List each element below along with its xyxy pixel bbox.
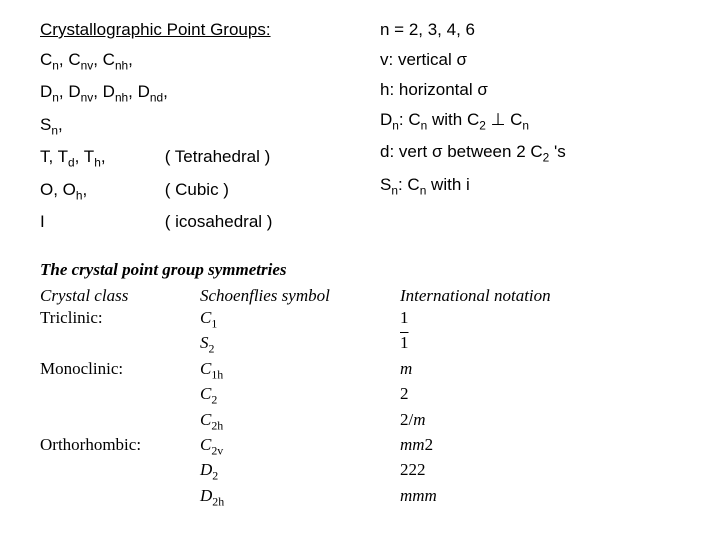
- t: ,: [83, 180, 88, 199]
- t: ⊥ C: [486, 110, 523, 129]
- o-line: O, Oh, ( Cubic ): [40, 180, 340, 202]
- h-def: h: horizontal σ: [380, 80, 680, 100]
- t: , D: [128, 82, 150, 101]
- tetrahedral-label: ( Tetrahedral ): [165, 147, 285, 167]
- table-row-class: [40, 410, 200, 433]
- n-values: n = 2, 3, 4, 6: [380, 20, 680, 40]
- t: with i: [426, 175, 469, 194]
- t: , D: [93, 82, 115, 101]
- dn-line: Dn, Dnv, Dnh, Dnd,: [40, 82, 340, 104]
- t: , T: [75, 147, 95, 166]
- s: n: [52, 58, 59, 72]
- t: T, T: [40, 147, 68, 166]
- table-row-schoen: S2: [200, 333, 400, 356]
- s: 2: [479, 118, 486, 132]
- v-def: v: vertical σ: [380, 50, 680, 70]
- t: : C: [399, 110, 421, 129]
- table-row-intl: 2: [400, 384, 600, 407]
- i-line: I ( icosahedral ): [40, 212, 340, 232]
- table-row-schoen: C1: [200, 308, 400, 331]
- table-row-intl: 1: [400, 333, 600, 356]
- table-row-intl: mmm: [400, 486, 600, 509]
- t: ,: [128, 50, 133, 69]
- t: d: vert: [380, 142, 432, 161]
- table-row-schoen: D2h: [200, 486, 400, 509]
- cubic-label: ( Cubic ): [165, 180, 285, 200]
- table-row-class: [40, 486, 200, 509]
- table-row-intl: mm2: [400, 435, 600, 458]
- table-row-schoen: C2v: [200, 435, 400, 458]
- t-line: T, Td, Th, ( Tetrahedral ): [40, 147, 340, 169]
- cn-line: Cn, Cnv, Cnh,: [40, 50, 340, 72]
- sigma: σ: [457, 50, 468, 69]
- dn-def: Dn: Cn with C2 ⊥ Cn: [380, 110, 680, 132]
- t: D: [40, 82, 52, 101]
- t: , D: [59, 82, 81, 101]
- t: 's: [549, 142, 565, 161]
- col-class: Crystal class: [40, 286, 200, 306]
- t: with C: [427, 110, 479, 129]
- t: , C: [93, 50, 115, 69]
- table-row-class: [40, 460, 200, 483]
- s: n: [392, 118, 399, 132]
- t: between 2 C: [442, 142, 542, 161]
- point-group-table: The crystal point group symmetries Cryst…: [40, 260, 680, 509]
- table-row-class: Triclinic:: [40, 308, 200, 331]
- table-row-intl: m: [400, 359, 600, 382]
- table-row-class: [40, 333, 200, 356]
- s: nh: [115, 91, 128, 105]
- table-row-schoen: C2: [200, 384, 400, 407]
- sigma: σ: [477, 80, 488, 99]
- table-row-class: Orthorhombic:: [40, 435, 200, 458]
- icosahedral-label: ( icosahedral ): [165, 212, 285, 232]
- s: h: [94, 156, 101, 170]
- s: n: [51, 123, 58, 137]
- sn-def: Sn: Cn with i: [380, 175, 680, 197]
- t: ,: [58, 115, 63, 134]
- table-row-intl: 2/m: [400, 410, 600, 433]
- t: I: [40, 212, 160, 232]
- table-row-class: Monoclinic:: [40, 359, 200, 382]
- table-row-schoen: D2: [200, 460, 400, 483]
- t: S: [40, 115, 51, 134]
- t: ,: [163, 82, 168, 101]
- s: n: [52, 91, 59, 105]
- table-row-schoen: C1h: [200, 359, 400, 382]
- s: nd: [150, 91, 163, 105]
- t: v: vertical: [380, 50, 457, 69]
- col-intl: International notation: [400, 286, 600, 306]
- t: h: horizontal: [380, 80, 477, 99]
- s: nv: [81, 91, 94, 105]
- table-title: The crystal point group symmetries: [40, 260, 600, 280]
- s: h: [76, 188, 83, 202]
- t: ,: [101, 147, 106, 166]
- t: : C: [398, 175, 420, 194]
- s: d: [68, 156, 75, 170]
- heading: Crystallographic Point Groups:: [40, 20, 340, 40]
- t: O, O: [40, 180, 76, 199]
- s: nv: [81, 58, 94, 72]
- table-row-intl: 1: [400, 308, 600, 331]
- d-def: d: vert σ between 2 C2 's: [380, 142, 680, 164]
- sn-line: Sn,: [40, 115, 340, 137]
- table-row-schoen: C2h: [200, 410, 400, 433]
- t: D: [380, 110, 392, 129]
- s: n: [391, 183, 398, 197]
- table-row-class: [40, 384, 200, 407]
- t: S: [380, 175, 391, 194]
- s: n: [522, 118, 529, 132]
- table-row-intl: 222: [400, 460, 600, 483]
- s: nh: [115, 58, 128, 72]
- t: C: [40, 50, 52, 69]
- t: , C: [59, 50, 81, 69]
- col-schoenflies: Schoenflies symbol: [200, 286, 400, 306]
- sigma: σ: [432, 142, 443, 161]
